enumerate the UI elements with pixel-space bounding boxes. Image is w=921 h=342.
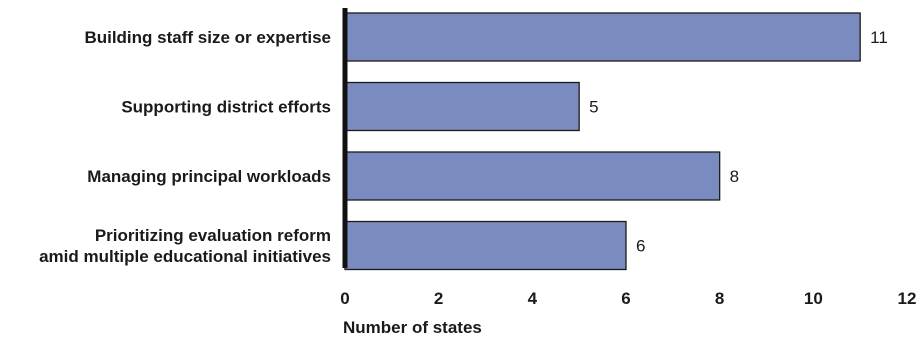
category-label: Supporting district efforts	[121, 98, 331, 117]
category-label-line: amid multiple educational initiatives	[39, 247, 331, 266]
x-tick-label: 8	[715, 289, 724, 308]
category-label-line: Supporting district efforts	[121, 98, 331, 117]
bars-layer	[344, 12, 861, 271]
x-tick-label: 10	[804, 289, 823, 308]
labels-layer: 11 Building staff size or expertise 5 Suppo…	[39, 28, 916, 337]
bar	[344, 81, 580, 132]
data-label: 8	[730, 167, 739, 186]
x-tick-label: 12	[898, 289, 917, 308]
category-label-line: Building staff size or expertise	[84, 28, 331, 47]
category-label: Building staff size or expertise	[84, 28, 331, 47]
bar	[344, 151, 721, 201]
category-label-line: Managing principal workloads	[87, 167, 331, 186]
data-label: 5	[589, 98, 598, 117]
category-label: Prioritizing evaluation reform amid multi…	[39, 226, 331, 266]
bar	[344, 12, 861, 62]
bar	[344, 220, 627, 271]
x-axis-title: Number of states	[343, 318, 482, 337]
x-tick-label: 4	[528, 289, 538, 308]
x-tick-label: 0	[340, 289, 349, 308]
data-label: 6	[636, 237, 645, 256]
data-label: 11	[870, 28, 888, 47]
category-label-line: Prioritizing evaluation reform	[95, 226, 331, 245]
category-label: Managing principal workloads	[87, 167, 331, 186]
x-tick-label: 6	[621, 289, 630, 308]
x-tick-label: 2	[434, 289, 443, 308]
